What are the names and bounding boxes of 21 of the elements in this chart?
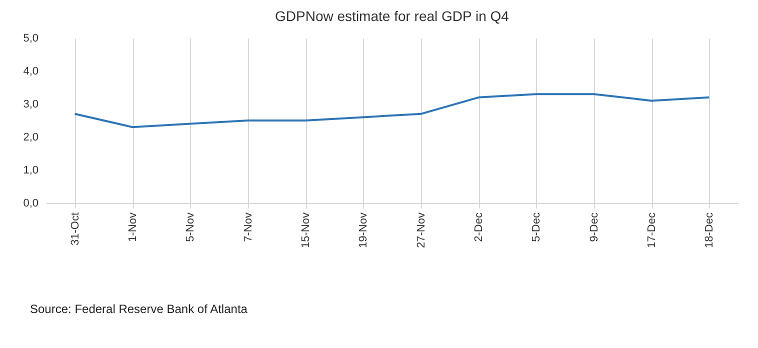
x-tick-label: 2-Dec	[473, 212, 485, 242]
y-tick-label: 3,0	[23, 98, 38, 110]
x-tick-label: 31-Oct	[69, 212, 82, 246]
x-tick-label: 7-Nov	[242, 212, 254, 242]
x-tick-label: 5-Nov	[184, 212, 197, 242]
x-tick-label: 15-Nov	[300, 212, 312, 248]
x-tick-label: 17-Dec	[646, 212, 658, 248]
y-tick-label: 2,0	[23, 132, 38, 144]
y-tick-label: 1,0	[23, 164, 38, 176]
x-tick-label: 19-Nov	[358, 212, 370, 248]
y-tick-label: 4,0	[23, 66, 38, 78]
y-tick-label: 5,0	[23, 32, 38, 44]
chart-title: GDPNow estimate for real GDP in Q4	[275, 8, 510, 24]
source-note: Source: Federal Reserve Bank of Atlanta	[30, 302, 248, 316]
x-tick-label: 27-Nov	[415, 212, 428, 248]
y-tick-label: 0,0	[23, 198, 38, 210]
x-tick-label: 9-Dec	[588, 212, 600, 242]
x-tick-label: 18-Dec	[704, 212, 716, 248]
x-tick-label: 1-Nov	[127, 212, 139, 242]
x-tick-label: 5-Dec	[530, 212, 543, 242]
line-series	[74, 93, 710, 128]
